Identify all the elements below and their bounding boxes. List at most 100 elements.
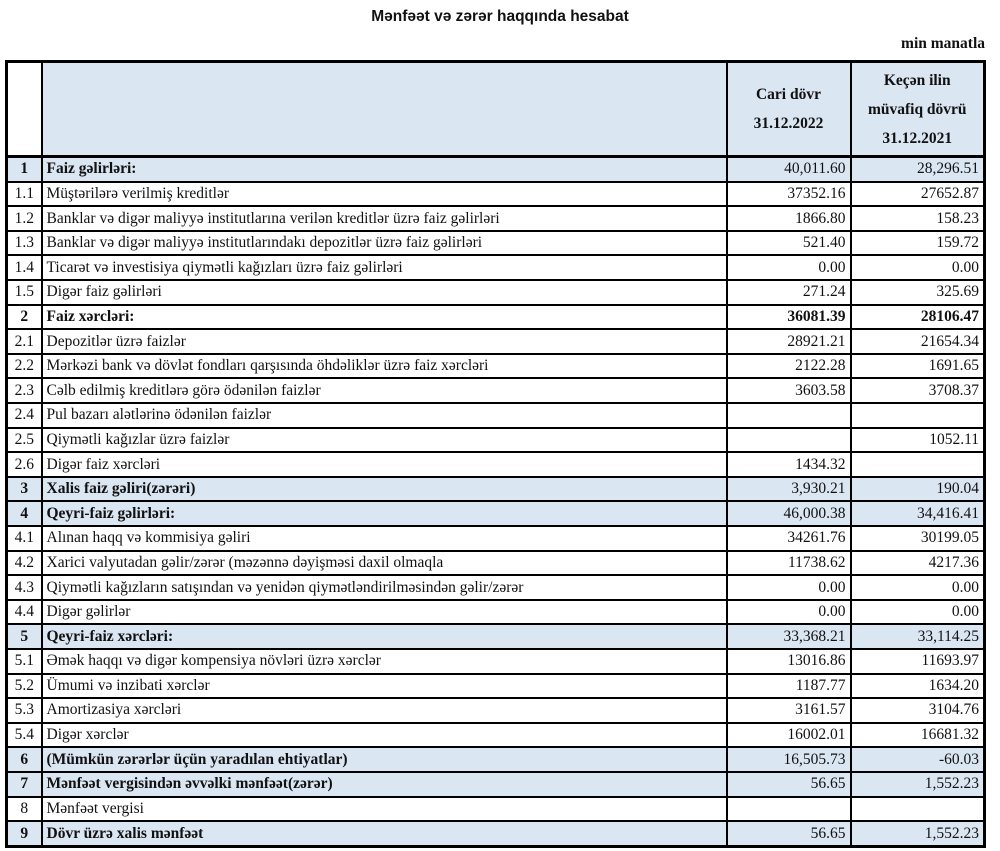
row-label-cell: Mənfəət vergisindən əvvəlki mənfəət(zərə…	[40, 770, 728, 798]
value-2022-cell: 3,930.21	[725, 475, 852, 503]
value-2022-cell: 1187.77	[725, 672, 852, 700]
table-row: 2.6 Digər faiz xərcləri 1434.32	[5, 451, 986, 478]
row-label-cell: Ümumi və inzibati xərclər	[40, 672, 728, 700]
table-row: 1 Faiz gəlirləri: 40,011.60 28,296.51	[5, 155, 986, 183]
row-label-cell: Pul bazarı alətlərinə ödənilən faizlər	[40, 402, 728, 429]
row-label-cell: Xalis faiz gəliri(zərəri)	[40, 475, 728, 503]
table-row: 1.1 Müştərilərə verilmiş kreditlər 37352.1…	[5, 180, 986, 208]
value-2022-cell: 2122.28	[725, 352, 852, 380]
row-number-cell: 4.1	[5, 525, 43, 552]
row-number-cell: 4.4	[5, 598, 43, 626]
row-number-cell: 2.3	[5, 377, 43, 405]
header-current-period-cell: Cari dövr 31.12.2022	[725, 60, 852, 158]
row-number-cell: 2	[5, 303, 43, 331]
value-2022-cell: 33,368.21	[725, 623, 852, 650]
row-label-cell: Faiz gəlirləri:	[40, 155, 728, 183]
table-row: 1.2 Banklar və digər maliyyə institutları…	[5, 205, 986, 232]
value-2022-cell: 0.00	[725, 254, 852, 282]
value-2021-cell: 0.00	[849, 254, 986, 282]
row-number-cell: 1.3	[5, 229, 43, 257]
value-2021-cell: 21654.34	[849, 328, 986, 355]
row-label-cell: Digər faiz xərcləri	[40, 451, 728, 478]
row-number-cell: 7	[5, 770, 43, 798]
table-row: 5.2 Ümumi və inzibati xərclər 1187.77 1634.…	[5, 672, 986, 700]
row-number-cell: 9	[5, 820, 43, 848]
row-label-cell: Digər faiz gəlirləri	[40, 279, 728, 306]
table-row: 2.5 Qiymətli kağızlar üzrə faizlər 1052.11	[5, 426, 986, 454]
value-2022-cell: 34261.76	[725, 525, 852, 552]
row-number-cell: 2.6	[5, 451, 43, 478]
table-row: 1.4 Ticarət və investisiya qiymətli kağız…	[5, 254, 986, 282]
table-row: 7 Mənfəət vergisindən əvvəlki mənfəət(zər…	[5, 770, 986, 798]
row-number-cell: 2.2	[5, 352, 43, 380]
row-number-cell: 5.3	[5, 697, 43, 724]
row-label-cell: Ticarət və investisiya qiymətli kağızlar…	[40, 254, 728, 282]
page-title: Mənfəət və zərər haqqında hesabat	[371, 8, 629, 25]
value-2022-cell	[725, 402, 852, 429]
table-row: 4 Qeyri-faiz gəlirləri: 46,000.38 34,416.41	[5, 500, 986, 527]
value-2022-cell: 1866.80	[725, 205, 852, 232]
row-label-cell: Cəlb edilmiş kreditlərə görə ödənilən fa…	[40, 377, 728, 405]
value-2022-cell: 11738.62	[725, 549, 852, 577]
row-label-cell: Müştərilərə verilmiş kreditlər	[40, 180, 728, 208]
table-row: 1.3 Banklar və digər maliyyə institutları…	[5, 229, 986, 257]
value-2021-cell: 11693.97	[849, 648, 986, 675]
header-previous-period-line1: Keçən ilin	[883, 71, 951, 89]
table-row: 2 Faiz xərcləri: 36081.39 28106.47	[5, 303, 986, 331]
row-number-cell: 6	[5, 746, 43, 773]
table-row: 4.2 Xarici valyutadan gəlir/zərər (məzənn…	[5, 549, 986, 577]
value-2021-cell	[849, 795, 986, 823]
value-2022-cell: 56.65	[725, 770, 852, 798]
row-label-cell: Mərkəzi bank və dövlət fondları qarşısın…	[40, 352, 728, 380]
value-2021-cell: 159.72	[849, 229, 986, 257]
value-2021-cell: 1,552.23	[849, 770, 986, 798]
row-label-cell: Banklar və digər maliyyə institutlarında…	[40, 229, 728, 257]
row-number-cell: 2.1	[5, 328, 43, 355]
row-number-cell: 1	[5, 155, 43, 183]
row-label-cell: Qeyri-faiz xərcləri:	[40, 623, 728, 650]
table-body: 1 Faiz gəlirləri: 40,011.60 28,296.51 1.1 Müş…	[5, 155, 986, 848]
row-label-cell: Digər xərclər	[40, 721, 728, 749]
table-row: 1.5 Digər faiz gəlirləri 271.24 325.69	[5, 279, 986, 306]
value-2021-cell: 3708.37	[849, 377, 986, 405]
row-number-cell: 1.4	[5, 254, 43, 282]
value-2021-cell: 27652.87	[849, 180, 986, 208]
row-label-cell: Alınan haqq və kommisiya gəliri	[40, 525, 728, 552]
table-header-row: Cari dövr 31.12.2022 Keçən ilin müvafiq …	[5, 60, 986, 158]
row-label-cell: Qeyri-faiz gəlirləri:	[40, 500, 728, 527]
value-2022-cell: 0.00	[725, 574, 852, 601]
row-number-cell: 1.5	[5, 279, 43, 306]
row-number-cell: 3	[5, 475, 43, 503]
header-label-cell	[40, 60, 728, 158]
row-label-cell: Xarici valyutadan gəlir/zərər (məzənnə d…	[40, 549, 728, 577]
value-2021-cell: 28,296.51	[849, 155, 986, 183]
row-number-cell: 4	[5, 500, 43, 527]
row-number-cell: 1.1	[5, 180, 43, 208]
table-row: 2.4 Pul bazarı alətlərinə ödənilən faizlə…	[5, 402, 986, 429]
row-label-cell: (Mümkün zərərlər üçün yaradılan ehtiyatl…	[40, 746, 728, 773]
value-2022-cell: 0.00	[725, 598, 852, 626]
header-num-cell	[5, 60, 43, 158]
row-number-cell: 8	[5, 795, 43, 823]
value-2021-cell: 1634.20	[849, 672, 986, 700]
row-number-cell: 4.3	[5, 574, 43, 601]
value-2021-cell: 34,416.41	[849, 500, 986, 527]
value-2022-cell: 40,011.60	[725, 155, 852, 183]
value-2021-cell: 325.69	[849, 279, 986, 306]
value-2021-cell: 1052.11	[849, 426, 986, 454]
row-label-cell: Mənfəət vergisi	[40, 795, 728, 823]
table-row: 9 Dövr üzrə xalis mənfəət 56.65 1,552.23	[5, 820, 986, 848]
table-row: 5.3 Amortizasiya xərcləri 3161.57 3104.76	[5, 697, 986, 724]
table-row: 8 Mənfəət vergisi	[5, 795, 986, 823]
row-number-cell: 2.4	[5, 402, 43, 429]
header-current-period-line2: 31.12.2022	[753, 115, 824, 132]
table-row: 5.1 Əmək haqqı və digər kompensiya növlər…	[5, 648, 986, 675]
value-2022-cell: 3603.58	[725, 377, 852, 405]
value-2022-cell: 36081.39	[725, 303, 852, 331]
row-label-cell: Qiymətli kağızlar üzrə faizlər	[40, 426, 728, 454]
value-2022-cell: 3161.57	[725, 697, 852, 724]
value-2021-cell: 1,552.23	[849, 820, 986, 848]
value-2021-cell: 0.00	[849, 598, 986, 626]
value-2021-cell: 1691.65	[849, 352, 986, 380]
value-2022-cell: 37352.16	[725, 180, 852, 208]
